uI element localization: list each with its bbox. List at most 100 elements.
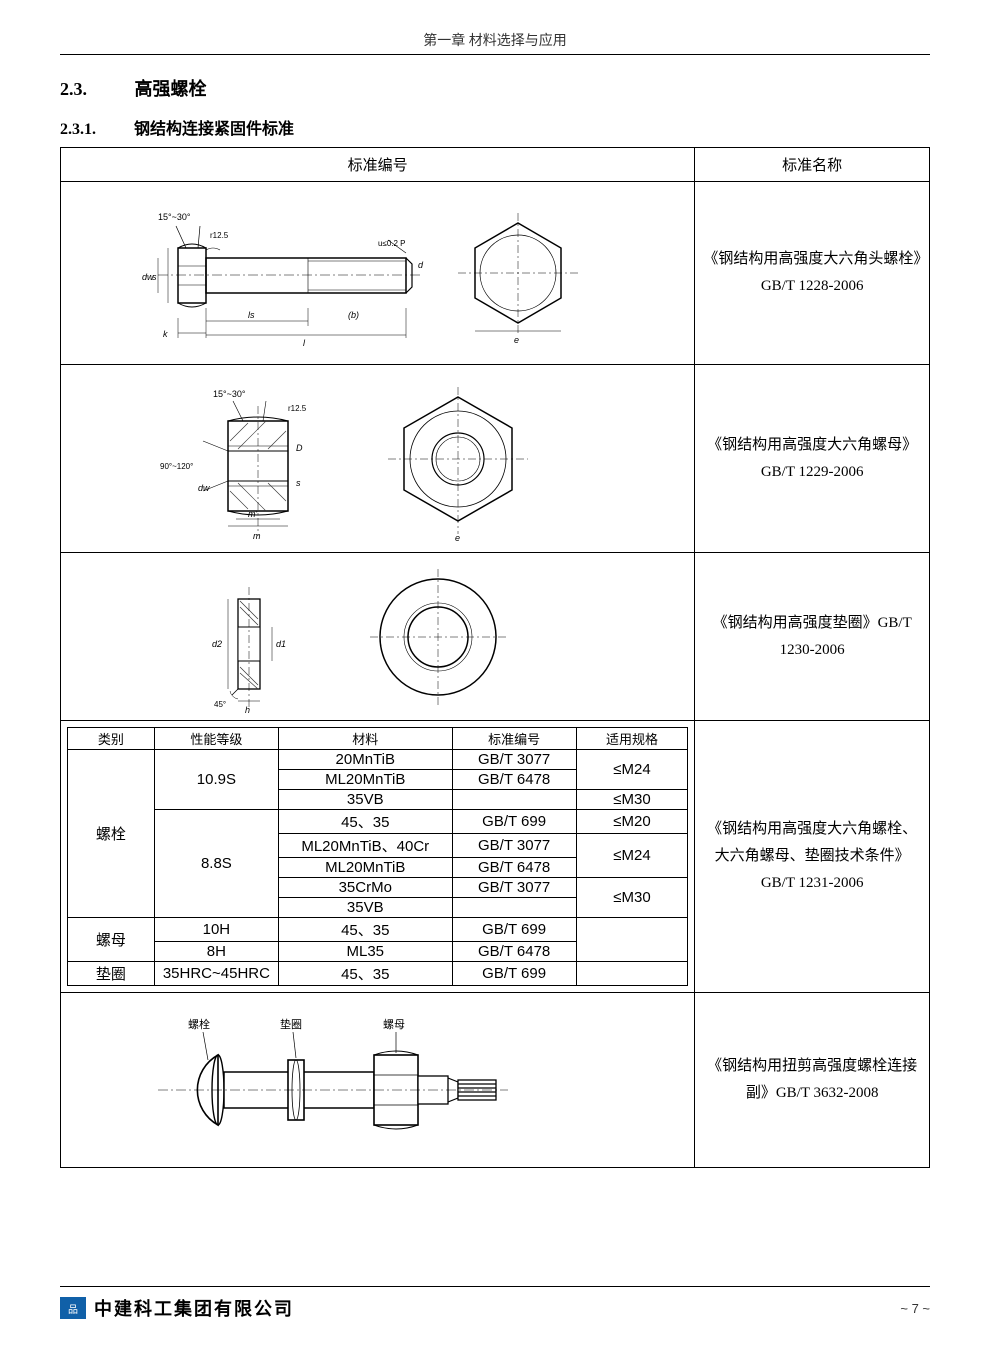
- svg-text:90°~120°: 90°~120°: [160, 462, 193, 471]
- cat-nut: 螺母: [68, 918, 155, 962]
- subsection-number: 2.3.1.: [60, 121, 130, 139]
- standard-name: 《钢结构用高强度大六角头螺栓》GB/T 1228-2006: [695, 182, 930, 365]
- mat: ML20MnTiB: [278, 770, 452, 790]
- svg-text:m: m: [253, 531, 261, 541]
- mat: 45、35: [278, 918, 452, 942]
- svg-text:螺栓: 螺栓: [188, 1017, 210, 1031]
- std: GB/T 3077: [452, 834, 576, 858]
- spec: ≤M30: [576, 878, 688, 918]
- company-logo-icon: 品: [60, 1297, 86, 1319]
- section-title: 高强螺栓: [135, 79, 207, 99]
- svg-text:15°~30°: 15°~30°: [213, 389, 246, 399]
- diagram-hex-nut: 15°~30° r12.5 90°~120° dw D s: [61, 365, 695, 553]
- diagram-torshear: 螺栓 垫圈 螺母: [61, 993, 695, 1168]
- standards-table: 标准编号 标准名称: [60, 147, 930, 1168]
- table-row: 类别 性能等级 材料 标准编号 适用规格 螺栓 10.9S 20MnTiB GB…: [61, 721, 930, 993]
- svg-text:D: D: [296, 443, 303, 453]
- table-row: 15°~30° r12.5 90°~120° dw D s: [61, 365, 930, 553]
- svg-text:垫圈: 垫圈: [280, 1017, 302, 1031]
- ih-spec: 适用规格: [576, 728, 688, 750]
- ih-category: 类别: [68, 728, 155, 750]
- ih-std: 标准编号: [452, 728, 576, 750]
- svg-text:d: d: [418, 260, 424, 270]
- page-header: 第一章 材料选择与应用: [60, 30, 930, 50]
- mat: 45、35: [278, 810, 452, 834]
- mat: ML35: [278, 942, 452, 962]
- svg-text:e: e: [514, 335, 519, 345]
- header-col2: 标准名称: [695, 148, 930, 182]
- ih-material: 材料: [278, 728, 452, 750]
- std: GB/T 699: [452, 810, 576, 834]
- table-header-row: 标准编号 标准名称: [61, 148, 930, 182]
- subsection-title: 钢结构连接紧固件标准: [134, 121, 294, 138]
- section-number: 2.3.: [60, 79, 130, 100]
- hex-bolt-icon: 15°~30° r12.5 u≤0.2 P: [98, 188, 658, 358]
- standard-name: 《钢结构用高强度大六角螺母》GB/T 1229-2006: [695, 365, 930, 553]
- material-spec-cell: 类别 性能等级 材料 标准编号 适用规格 螺栓 10.9S 20MnTiB GB…: [61, 721, 695, 993]
- svg-text:e: e: [455, 533, 460, 543]
- std: GB/T 6478: [452, 858, 576, 878]
- svg-text:k: k: [163, 329, 168, 339]
- svg-text:dw: dw: [198, 483, 210, 493]
- svg-text:u≤0.2 P: u≤0.2 P: [378, 239, 406, 248]
- washer-icon: 45° d2 d1 h: [148, 559, 608, 714]
- mat: 20MnTiB: [278, 750, 452, 770]
- svg-text:d1: d1: [276, 639, 286, 649]
- page: 第一章 材料选择与应用 2.3. 高强螺栓 2.3.1. 钢结构连接紧固件标准 …: [0, 0, 990, 1349]
- section-heading: 2.3. 高强螺栓: [60, 75, 930, 101]
- diagram-hex-bolt: 15°~30° r12.5 u≤0.2 P: [61, 182, 695, 365]
- grade: 8H: [154, 942, 278, 962]
- cat-washer: 垫圈: [68, 962, 155, 986]
- cat-bolt: 螺栓: [68, 750, 155, 918]
- subsection-heading: 2.3.1. 钢结构连接紧固件标准: [60, 115, 930, 139]
- mat: ML20MnTiB、40Cr: [278, 834, 452, 858]
- std: GB/T 699: [452, 918, 576, 942]
- grade: 10H: [154, 918, 278, 942]
- page-footer: 品 中建科工集团有限公司 ~ 7 ~: [60, 1286, 930, 1321]
- table-row: 螺栓 垫圈 螺母 《钢结构用扭剪高强度螺栓连接副》GB/T 3632-2008: [61, 993, 930, 1168]
- std: GB/T 6478: [452, 770, 576, 790]
- header-rule: [60, 54, 930, 55]
- mat: 35VB: [278, 898, 452, 918]
- table-row: 15°~30° r12.5 u≤0.2 P: [61, 182, 930, 365]
- mat: 35CrMo: [278, 878, 452, 898]
- svg-text:ls: ls: [248, 310, 255, 320]
- ih-grade: 性能等级: [154, 728, 278, 750]
- grade: 8.8S: [154, 810, 278, 918]
- svg-text:45°: 45°: [214, 700, 226, 709]
- material-spec-table: 类别 性能等级 材料 标准编号 适用规格 螺栓 10.9S 20MnTiB GB…: [67, 727, 688, 986]
- spec: ≤M30: [576, 790, 688, 810]
- standard-name: 《钢结构用高强度大六角螺栓、大六角螺母、垫圈技术条件》GB/T 1231-200…: [695, 721, 930, 993]
- diagram-washer: 45° d2 d1 h: [61, 553, 695, 721]
- svg-text:r12.5: r12.5: [288, 404, 307, 413]
- table-row: 45° d2 d1 h: [61, 553, 930, 721]
- grade: 35HRC~45HRC: [154, 962, 278, 986]
- svg-text:(b): (b): [348, 310, 359, 320]
- page-number: ~ 7 ~: [900, 1301, 930, 1316]
- spec: ≤M24: [576, 750, 688, 790]
- svg-text:l: l: [303, 338, 306, 348]
- standard-name: 《钢结构用高强度垫圈》GB/T 1230-2006: [695, 553, 930, 721]
- mat: 35VB: [278, 790, 452, 810]
- company-name: 中建科工集团有限公司: [94, 1295, 294, 1321]
- grade: 10.9S: [154, 750, 278, 810]
- standard-name: 《钢结构用扭剪高强度螺栓连接副》GB/T 3632-2008: [695, 993, 930, 1168]
- svg-text:s: s: [296, 478, 301, 488]
- std: GB/T 3077: [452, 878, 576, 898]
- std: GB/T 6478: [452, 942, 576, 962]
- mat: 45、35: [278, 962, 452, 986]
- footer-rule: [60, 1286, 930, 1287]
- svg-text:h: h: [245, 705, 250, 714]
- std: GB/T 699: [452, 962, 576, 986]
- svg-text:15°~30°: 15°~30°: [158, 212, 191, 222]
- mat: ML20MnTiB: [278, 858, 452, 878]
- spec: ≤M20: [576, 810, 688, 834]
- hex-nut-icon: 15°~30° r12.5 90°~120° dw D s: [128, 371, 628, 546]
- svg-text:螺母: 螺母: [383, 1018, 405, 1031]
- header-col1: 标准编号: [61, 148, 695, 182]
- svg-text:r12.5: r12.5: [210, 231, 229, 240]
- svg-text:dw: dw: [142, 272, 154, 282]
- svg-text:m': m': [248, 509, 257, 519]
- svg-text:d2: d2: [212, 639, 222, 649]
- std: GB/T 3077: [452, 750, 576, 770]
